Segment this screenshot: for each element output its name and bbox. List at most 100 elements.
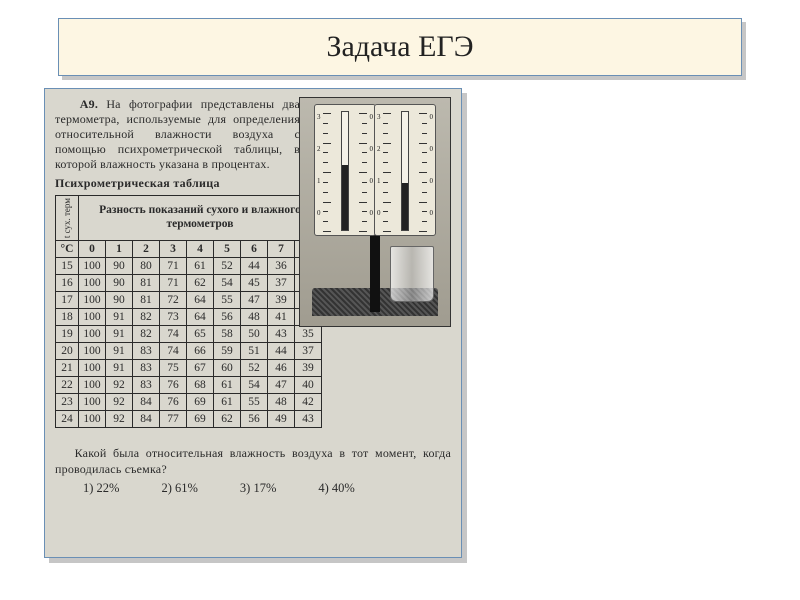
value-cell: 65 <box>187 326 214 343</box>
value-cell: 37 <box>268 275 295 292</box>
value-cell: 40 <box>295 377 322 394</box>
value-cell: 45 <box>241 275 268 292</box>
value-cell: 92 <box>106 411 133 428</box>
value-cell: 61 <box>214 394 241 411</box>
value-cell: 59 <box>214 343 241 360</box>
value-cell: 39 <box>268 292 295 309</box>
answer-option: 1) 22% <box>83 481 119 496</box>
wet-thermometer: 30201000 <box>374 104 436 236</box>
value-cell: 46 <box>268 360 295 377</box>
temp-cell: 18 <box>56 309 79 326</box>
value-cell: 64 <box>187 292 214 309</box>
value-cell: 61 <box>187 258 214 275</box>
value-cell: 44 <box>268 343 295 360</box>
value-cell: 55 <box>214 292 241 309</box>
value-cell: 81 <box>133 292 160 309</box>
value-cell: 43 <box>295 411 322 428</box>
value-cell: 90 <box>106 258 133 275</box>
value-cell: 100 <box>79 309 106 326</box>
table-row: 241009284776962564943 <box>56 411 322 428</box>
table-row: 231009284766961554842 <box>56 394 322 411</box>
table-row: 191009182746558504335 <box>56 326 322 343</box>
value-cell: 92 <box>106 394 133 411</box>
value-cell: 71 <box>160 258 187 275</box>
table-row: 171009081726455473932 <box>56 292 322 309</box>
value-cell: 100 <box>79 275 106 292</box>
value-cell: 37 <box>295 343 322 360</box>
diff-col-0: 0 <box>79 241 106 258</box>
diff-col-7: 7 <box>268 241 295 258</box>
temp-cell: 24 <box>56 411 79 428</box>
value-cell: 91 <box>106 326 133 343</box>
value-cell: 48 <box>268 394 295 411</box>
value-cell: 52 <box>214 258 241 275</box>
content-card: А9. На фотографии представлены два термо… <box>44 88 462 558</box>
value-cell: 47 <box>241 292 268 309</box>
value-cell: 54 <box>214 275 241 292</box>
value-cell: 72 <box>160 292 187 309</box>
value-cell: 76 <box>160 377 187 394</box>
value-cell: 71 <box>160 275 187 292</box>
value-cell: 100 <box>79 394 106 411</box>
value-cell: 81 <box>133 275 160 292</box>
value-cell: 100 <box>79 258 106 275</box>
temp-cell: 20 <box>56 343 79 360</box>
value-cell: 91 <box>106 360 133 377</box>
value-cell: 41 <box>268 309 295 326</box>
value-cell: 62 <box>214 411 241 428</box>
value-cell: 50 <box>241 326 268 343</box>
value-cell: 44 <box>241 258 268 275</box>
value-cell: 60 <box>214 360 241 377</box>
value-cell: 100 <box>79 326 106 343</box>
value-cell: 36 <box>268 258 295 275</box>
value-cell: 73 <box>160 309 187 326</box>
value-cell: 48 <box>241 309 268 326</box>
value-cell: 82 <box>133 326 160 343</box>
table-header-row: t сух. терм Разность показаний сухого и … <box>56 196 322 241</box>
value-cell: 68 <box>187 377 214 394</box>
psychrometric-table: t сух. терм Разность показаний сухого и … <box>55 195 322 428</box>
table-row: 211009183756760524639 <box>56 360 322 377</box>
title-card: Задача ЕГЭ <box>58 18 742 76</box>
value-cell: 91 <box>106 343 133 360</box>
value-cell: 100 <box>79 377 106 394</box>
value-cell: 64 <box>187 309 214 326</box>
value-cell: 74 <box>160 343 187 360</box>
answers-row: 1) 22%2) 61%3) 17%4) 40% <box>55 481 451 496</box>
value-cell: 92 <box>106 377 133 394</box>
value-cell: 55 <box>241 394 268 411</box>
title-box: Задача ЕГЭ <box>58 18 742 76</box>
dry-thermometer: 30201000 <box>314 104 376 236</box>
temp-cell: 21 <box>56 360 79 377</box>
thermometer-photo: 30201000 30201000 <box>299 97 451 327</box>
answer-option: 4) 40% <box>318 481 354 496</box>
value-cell: 100 <box>79 343 106 360</box>
table-row: 161009081716254453730 <box>56 275 322 292</box>
unit-cell: °C <box>56 241 79 258</box>
value-cell: 84 <box>133 394 160 411</box>
temp-cell: 22 <box>56 377 79 394</box>
temp-cell: 15 <box>56 258 79 275</box>
value-cell: 47 <box>268 377 295 394</box>
temp-cell: 17 <box>56 292 79 309</box>
table-row: 201009183746659514437 <box>56 343 322 360</box>
dry-scale-marks: 30201000 <box>315 113 375 231</box>
corner-header: t сух. терм <box>56 196 79 241</box>
content-box: А9. На фотографии представлены два термо… <box>44 88 462 558</box>
value-cell: 90 <box>106 292 133 309</box>
value-cell: 74 <box>160 326 187 343</box>
value-cell: 82 <box>133 309 160 326</box>
value-cell: 51 <box>241 343 268 360</box>
value-cell: 83 <box>133 377 160 394</box>
table-row: 181009182736456484134 <box>56 309 322 326</box>
value-cell: 80 <box>133 258 160 275</box>
value-cell: 42 <box>295 394 322 411</box>
value-cell: 83 <box>133 360 160 377</box>
page-title: Задача ЕГЭ <box>326 30 473 64</box>
value-cell: 69 <box>187 411 214 428</box>
value-cell: 52 <box>241 360 268 377</box>
question-text: Какой была относительная влажность возду… <box>55 446 451 477</box>
temp-cell: 16 <box>56 275 79 292</box>
value-cell: 100 <box>79 292 106 309</box>
diff-col-4: 4 <box>187 241 214 258</box>
